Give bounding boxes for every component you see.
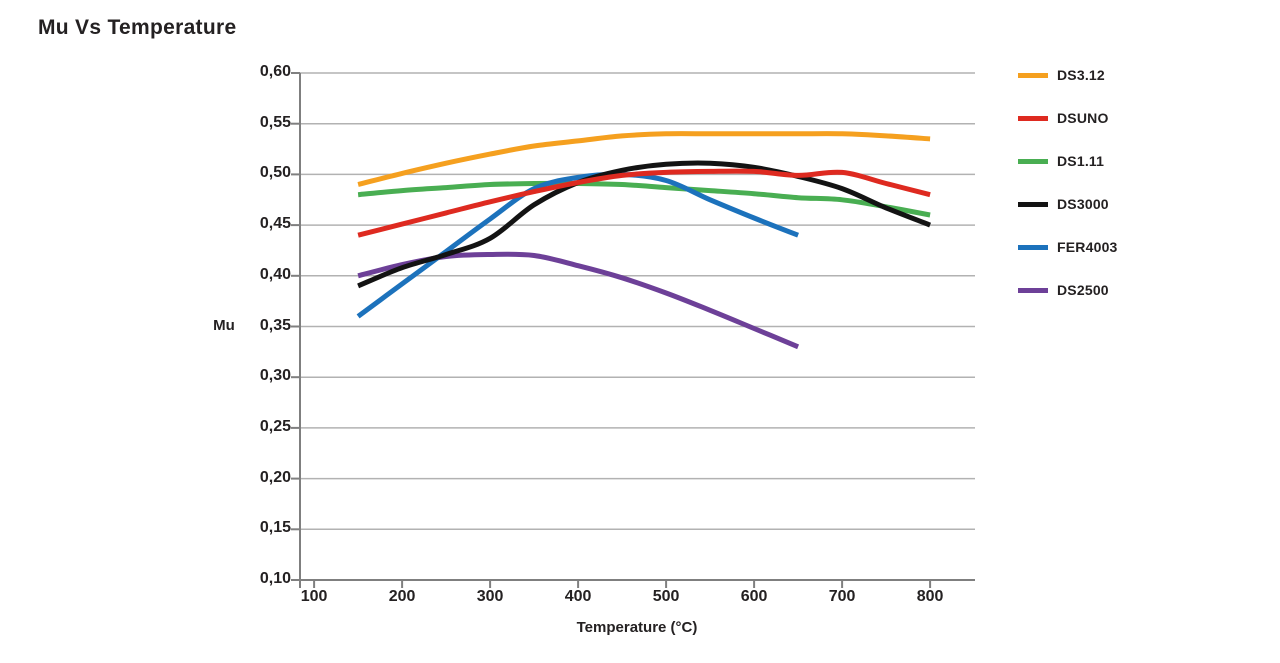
y-tick-label: 0,50 [259,164,291,182]
x-tick-label: 200 [388,588,416,605]
chart-title: Mu Vs Temperature [38,16,237,39]
legend-swatch-DSUNO [1018,115,1048,121]
legend-label: DS3.12 [1057,67,1105,83]
x-tick-label: 500 [652,588,680,605]
y-tick-label: 0,60 [259,63,291,80]
legend-item-DS2500: DS2500 [1018,281,1109,299]
x-tick-label: 100 [300,588,328,605]
legend-label: DS3000 [1057,196,1109,212]
legend-swatch-DS3.12 [1018,72,1048,78]
x-tick-label: 800 [916,588,944,605]
x-axis-title: Temperature (°C) [576,619,698,636]
legend-item-DSUNO: DSUNO [1018,109,1109,127]
series-line-DS3000 [357,160,932,289]
y-axis-title: Mu [213,317,235,334]
y-tick-label: 0,35 [259,316,291,334]
x-tick-label: 700 [828,588,856,605]
x-tick-label: 400 [564,588,592,605]
legend-item-DS3000: DS3000 [1018,195,1109,213]
y-tick-label: 0,20 [259,468,291,486]
legend-swatch-DS2500 [1018,287,1048,293]
series-line-FER4003 [356,171,799,319]
y-tick-label: 0,40 [259,265,291,283]
y-tick-label: 0,10 [259,570,291,587]
series-line-DS3.12 [357,131,931,187]
legend-item-DS3.12: DS3.12 [1018,66,1105,84]
x-tick-label: 600 [740,588,768,605]
legend-label: DSUNO [1057,110,1109,126]
legend-label: DS1.11 [1057,153,1105,169]
legend-item-DS1.11: DS1.11 [1018,152,1104,170]
series-line-DS1.11 [357,180,931,218]
legend-label: DS2500 [1057,282,1109,298]
y-tick-label: 0,45 [259,215,291,233]
legend-item-FER4003: FER4003 [1018,238,1118,256]
x-tick-label: 300 [476,588,504,605]
legend-swatch-DS3000 [1018,201,1048,207]
legend-swatch-DS1.11 [1018,158,1048,164]
y-tick-label: 0,25 [259,417,291,435]
y-tick-label: 0,55 [259,113,291,131]
y-tick-label: 0,30 [259,367,291,385]
legend-swatch-FER4003 [1018,244,1048,250]
y-tick-label: 0,15 [259,519,291,537]
legend-label: FER4003 [1057,239,1118,255]
series-line-DSUNO [357,168,931,238]
